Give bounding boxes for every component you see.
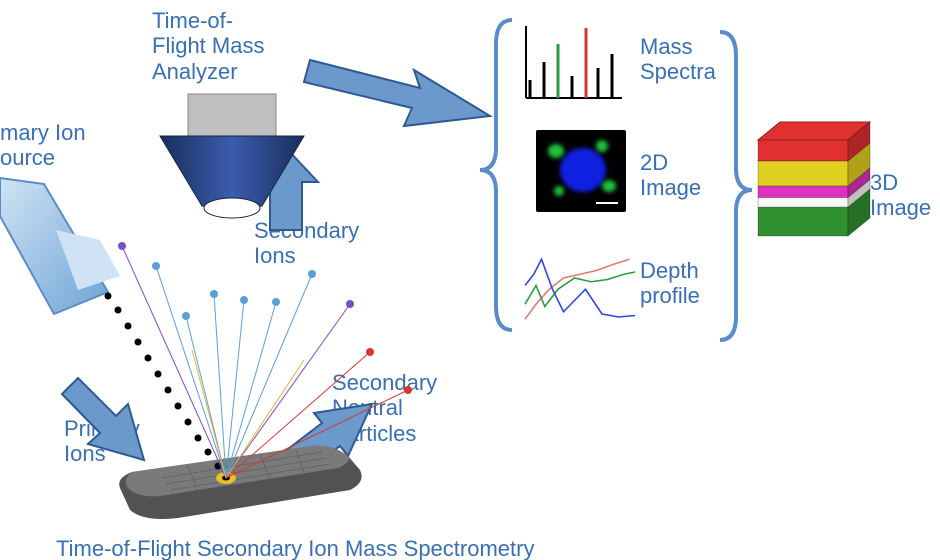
- right-brace: [720, 32, 752, 340]
- arrow-primary-ions: [62, 378, 144, 460]
- diagram-canvas: [0, 0, 940, 560]
- primary-ion-source-gun: [0, 178, 120, 314]
- arrow-to-outputs: [304, 60, 490, 126]
- mass-spectra-chart: [526, 26, 622, 98]
- emission-dots: [118, 242, 412, 394]
- left-brace: [480, 20, 512, 330]
- emission-rays: [122, 246, 408, 478]
- 3d-cube: [758, 122, 870, 236]
- depth-profile-chart: [525, 259, 635, 319]
